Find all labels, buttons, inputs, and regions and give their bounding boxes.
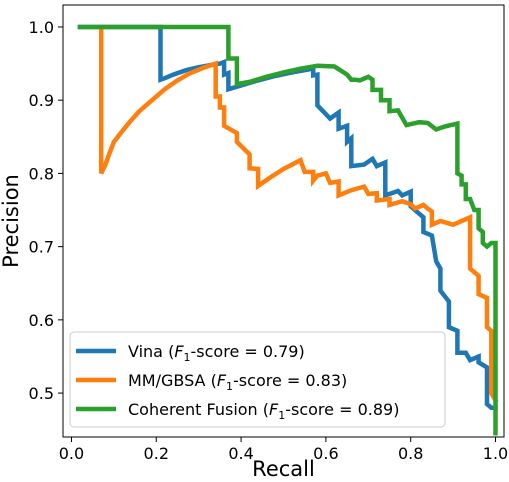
- y-axis-label: Precision: [0, 174, 23, 268]
- x-tick-label: 0.2: [144, 444, 169, 463]
- y-tick-label: 0.5: [29, 384, 54, 403]
- x-axis: 0.0 0.2 0.4 0.6 0.8 1.0: [59, 437, 508, 463]
- x-tick-label: 0.4: [228, 444, 253, 463]
- series-line-2: [77, 24, 498, 436]
- y-tick-label: 0.8: [29, 164, 54, 183]
- legend-label-0: Vina (F1-score = 0.79): [128, 342, 305, 364]
- x-tick-label: 0.6: [313, 444, 338, 463]
- legend: Vina (F1-score = 0.79) MM/GBSA (F1-score …: [69, 331, 446, 428]
- x-tick-label: 0.0: [59, 444, 84, 463]
- series-line-1: [98, 24, 499, 404]
- legend-box: [69, 331, 446, 428]
- x-tick-label: 0.8: [398, 444, 423, 463]
- x-tick-label: 1.0: [483, 444, 508, 463]
- legend-label-2: Coherent Fusion (F1-score = 0.89): [128, 400, 399, 422]
- series-line-0: [77, 24, 498, 410]
- y-tick-label: 0.7: [29, 238, 54, 257]
- y-axis: 0.5 0.6 0.7 0.8 0.9 1.0: [29, 18, 63, 403]
- plot-lines: [77, 24, 499, 436]
- y-tick-label: 0.6: [29, 311, 54, 330]
- y-tick-label: 1.0: [29, 18, 54, 37]
- x-axis-label: Recall: [252, 457, 315, 481]
- y-tick-label: 0.9: [29, 91, 54, 110]
- legend-label-1: MM/GBSA (F1-score = 0.83): [128, 371, 347, 393]
- plot-frame: [62, 4, 505, 438]
